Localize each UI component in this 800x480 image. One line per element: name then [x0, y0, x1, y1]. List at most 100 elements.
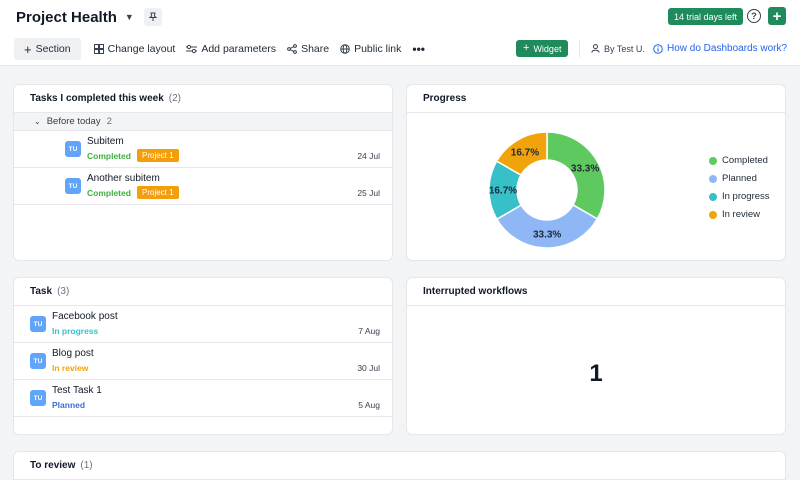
change-layout-button[interactable]: Change layout: [93, 43, 176, 55]
interrupted-count[interactable]: 1: [589, 360, 603, 387]
add-parameters-label: Add parameters: [201, 43, 277, 55]
to-review-widget: To review (1): [13, 451, 786, 480]
add-parameters-button[interactable]: Add parameters: [186, 43, 276, 55]
progress-widget: Progress 33.3% 33.3% 16.7% 16.7% Completed P…: [406, 84, 786, 261]
task-widget: Task (3) TU Facebook post In progress 7 …: [13, 277, 393, 435]
item-name: Facebook post: [52, 311, 118, 322]
info-icon: [653, 43, 663, 54]
more-options-icon[interactable]: •••: [412, 42, 425, 56]
list-item[interactable]: TU Another subitem Completed Project 1 2…: [14, 168, 392, 205]
widget-count: (1): [80, 460, 93, 471]
avatar: TU: [65, 178, 81, 194]
divider: [579, 40, 580, 57]
status-label: Completed: [87, 188, 131, 198]
owner-filter[interactable]: By Test U.: [591, 40, 645, 57]
dashboard-header: Project Health ▼ 14 trial days left ? + …: [0, 0, 800, 66]
legend-swatch: [709, 192, 717, 201]
globe-icon: [340, 44, 350, 54]
progress-donut-chart: 33.3% 33.3% 16.7% 16.7%: [488, 131, 606, 249]
list-item[interactable]: TU Facebook post In progress 7 Aug: [14, 306, 392, 343]
plus-icon: +: [523, 42, 530, 54]
item-name: Blog post: [52, 348, 94, 359]
interrupted-workflows-widget: Interrupted workflows 1: [406, 277, 786, 435]
how-link-label: How do Dashboards work?: [667, 43, 788, 54]
status-label: Completed: [87, 151, 131, 161]
project-tag[interactable]: Project 1: [137, 186, 179, 199]
add-section-button[interactable]: + Section: [14, 38, 81, 60]
chevron-down-icon: ⌄: [34, 117, 41, 126]
user-icon: [591, 44, 600, 53]
help-icon[interactable]: ?: [747, 9, 761, 23]
due-date: 30 Jul: [357, 363, 380, 373]
tasks-completed-widget: Tasks I completed this week (2) ⌄ Before…: [13, 84, 393, 261]
add-section-label: Section: [35, 43, 71, 55]
widget-count: (3): [57, 286, 70, 297]
legend-swatch: [709, 210, 717, 219]
how-dashboards-work-link[interactable]: How do Dashboards work?: [653, 40, 787, 57]
due-date: 25 Jul: [357, 188, 380, 198]
legend-swatch: [709, 174, 717, 183]
legend-label: In review: [722, 209, 761, 220]
widget-title: Interrupted workflows: [423, 286, 528, 297]
widget-count: (2): [168, 93, 181, 104]
avatar: TU: [30, 316, 46, 332]
toolbar: + Section Change layout Add parameters S…: [14, 38, 436, 60]
item-name: Another subitem: [87, 173, 160, 184]
list-item[interactable]: TU Test Task 1 Planned 5 Aug: [14, 380, 392, 417]
add-icon[interactable]: +: [768, 7, 786, 25]
list-item[interactable]: TU Blog post In review 30 Jul: [14, 343, 392, 380]
chevron-down-icon[interactable]: ▼: [124, 12, 134, 22]
layout-icon: [93, 44, 104, 54]
trial-days-badge[interactable]: 14 trial days left: [668, 8, 744, 25]
group-count: 2: [106, 116, 112, 127]
public-link-label: Public link: [354, 43, 402, 55]
sliders-icon: [186, 44, 198, 54]
slice-label: 16.7%: [489, 186, 517, 197]
widget-title: Task: [30, 286, 53, 297]
status-label: In review: [52, 363, 89, 373]
owner-label: By Test U.: [604, 43, 645, 54]
pin-icon[interactable]: [143, 8, 162, 26]
widget-title: Tasks I completed this week: [30, 93, 164, 104]
widget-header[interactable]: Tasks I completed this week (2): [14, 85, 392, 113]
plus-icon: +: [24, 41, 32, 57]
legend-swatch: [709, 156, 717, 165]
widget-header[interactable]: Progress: [407, 85, 785, 113]
legend-item-completed[interactable]: Completed: [709, 155, 768, 166]
legend-item-in-review[interactable]: In review: [709, 209, 760, 220]
share-label: Share: [301, 43, 330, 55]
share-button[interactable]: Share: [287, 43, 329, 55]
widget-header[interactable]: Interrupted workflows: [407, 278, 785, 306]
due-date: 24 Jul: [357, 151, 380, 161]
donut-slice-completed[interactable]: [546, 131, 606, 220]
add-widget-label: Widget: [533, 43, 562, 54]
item-name: Subitem: [87, 136, 124, 147]
change-layout-label: Change layout: [107, 43, 176, 55]
status-label: In progress: [52, 326, 99, 336]
page-title: Project Health: [16, 8, 117, 26]
legend-item-planned[interactable]: Planned: [709, 173, 757, 184]
item-name: Test Task 1: [52, 385, 102, 396]
slice-label: 16.7%: [511, 147, 539, 158]
project-tag[interactable]: Project 1: [137, 149, 179, 162]
list-item[interactable]: TU Subitem Completed Project 1 24 Jul: [14, 131, 392, 168]
legend-label: In progress: [722, 191, 770, 202]
public-link-button[interactable]: Public link: [340, 43, 401, 55]
legend-label: Completed: [722, 155, 768, 166]
donut-slice-planned[interactable]: [495, 203, 599, 249]
donut-slice-in-review[interactable]: [495, 131, 548, 177]
widget-header[interactable]: To review (1): [14, 452, 785, 480]
slice-label: 33.3%: [571, 163, 599, 174]
avatar: TU: [30, 353, 46, 369]
group-label: Before today: [46, 116, 101, 127]
share-icon: [287, 44, 297, 54]
group-before-today[interactable]: ⌄ Before today 2: [14, 113, 392, 131]
legend-item-in-progress[interactable]: In progress: [709, 191, 770, 202]
title-row: Project Health ▼: [16, 8, 162, 26]
widget-title: To review: [30, 460, 76, 471]
legend-label: Planned: [722, 173, 757, 184]
widget-header[interactable]: Task (3): [14, 278, 392, 306]
add-widget-button[interactable]: + Widget: [516, 40, 569, 57]
avatar: TU: [30, 390, 46, 406]
slice-label: 33.3%: [533, 229, 561, 240]
